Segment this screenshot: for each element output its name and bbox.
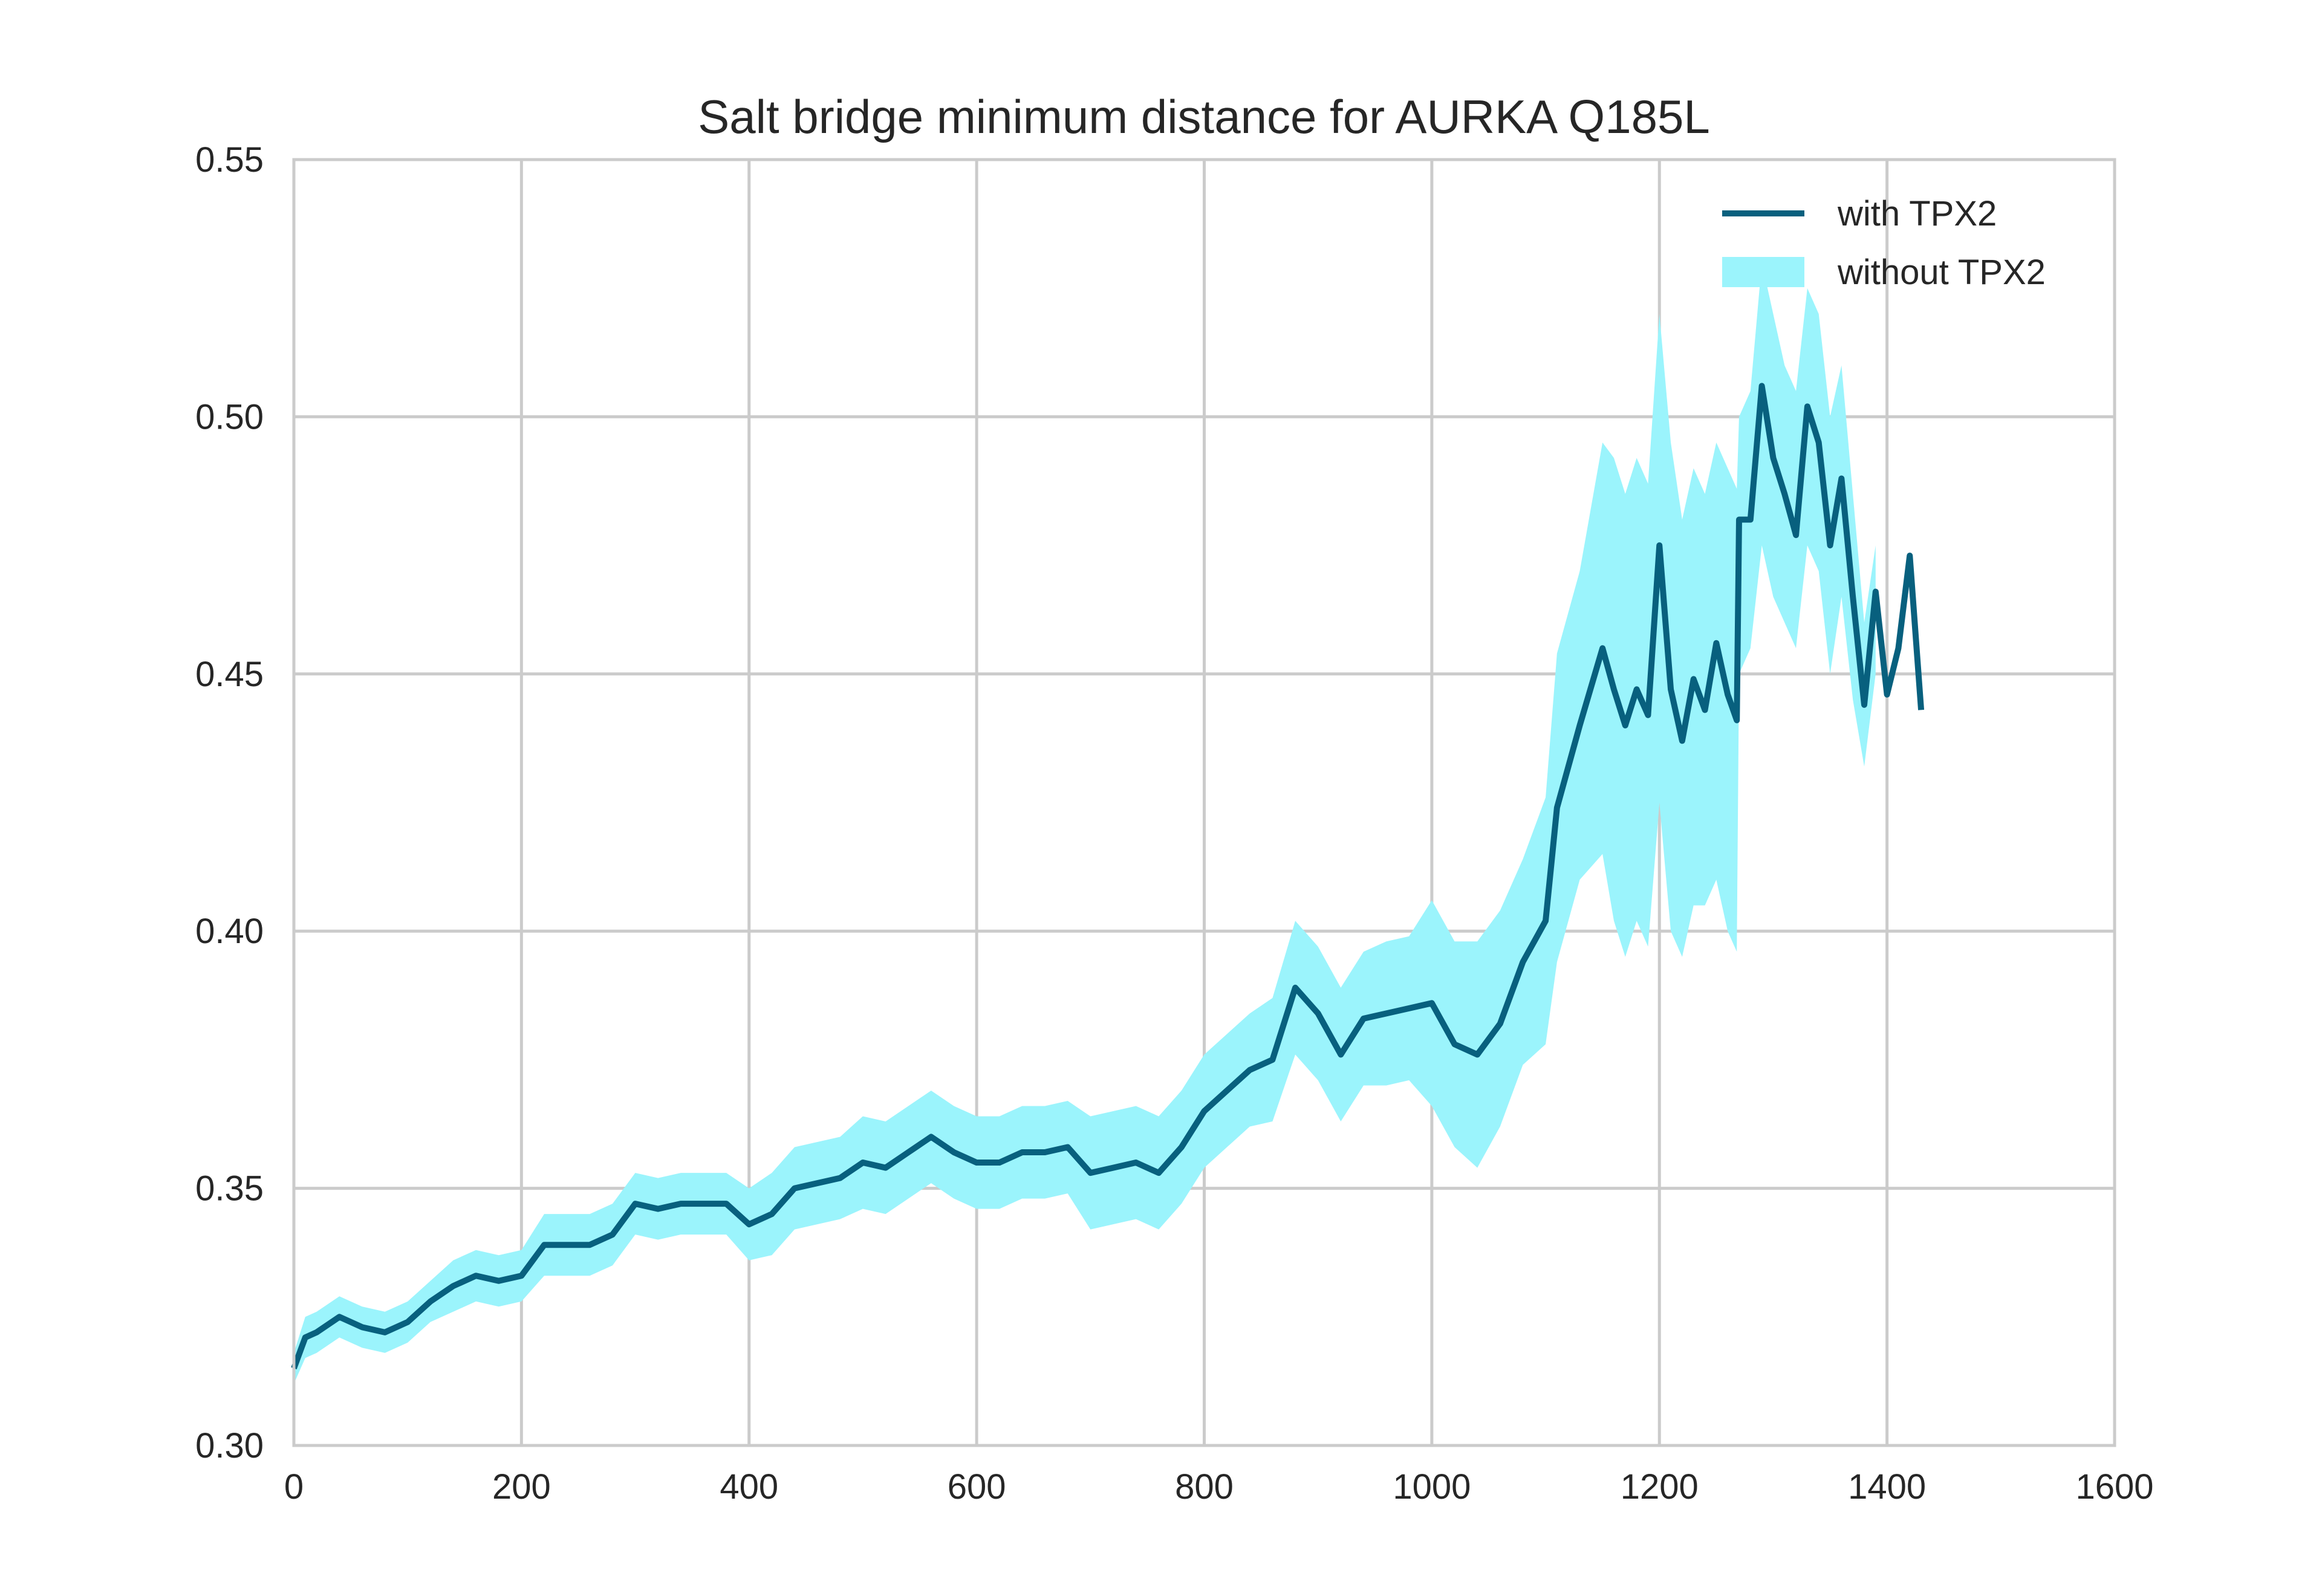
legend-label: with TPX2 [1837,194,1997,233]
legend-label: without TPX2 [1837,253,2046,292]
x-tick-label: 1600 [2075,1467,2153,1507]
x-tick-label: 600 [948,1467,1006,1507]
chart-title: Salt bridge minimum distance for AURKA Q… [698,90,1709,143]
y-tick-label: 0.30 [195,1426,264,1465]
y-tick-label: 0.35 [195,1169,264,1208]
x-tick-label: 1200 [1621,1467,1699,1507]
y-tick-label: 0.55 [195,140,264,180]
x-tick-label: 400 [720,1467,778,1507]
band [294,262,1876,1384]
x-tick-label: 200 [492,1467,551,1507]
plot-frame [292,158,2116,1447]
y-tick-label: 0.50 [195,397,264,436]
x-tick-label: 1400 [1848,1467,1926,1507]
x-tick-label: 0 [284,1467,304,1507]
legend-swatch [1722,257,1804,287]
y-tick-label: 0.45 [195,655,264,694]
x-tick-label: 800 [1175,1467,1234,1507]
x-tick-label: 1000 [1393,1467,1471,1507]
line [291,383,1925,1370]
y-tick-label: 0.40 [195,912,264,951]
